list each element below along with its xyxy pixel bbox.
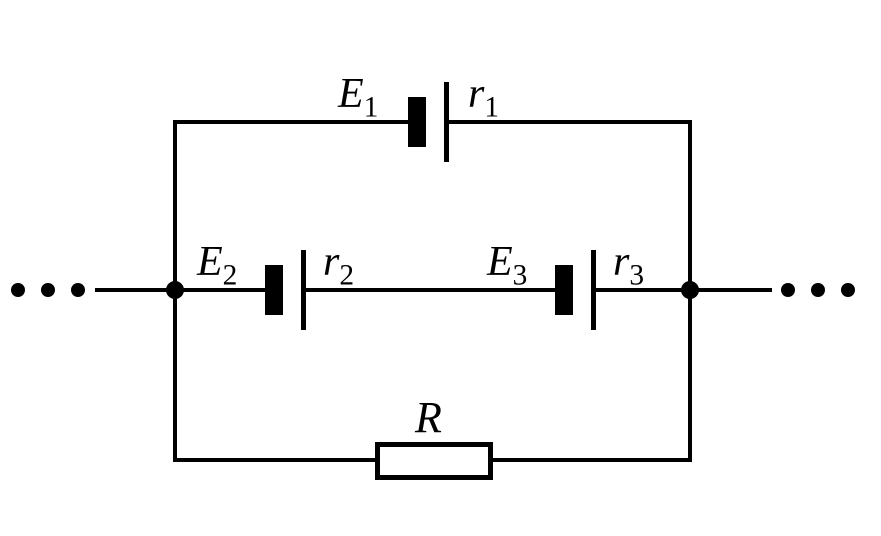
wire <box>173 120 177 292</box>
ellipsis-dot <box>71 283 85 297</box>
wire <box>173 288 177 462</box>
wire <box>490 458 692 462</box>
ellipsis-dot <box>11 283 25 297</box>
ellipsis-dot <box>811 283 825 297</box>
r3-label: r3 <box>613 238 644 292</box>
battery-plate-thick <box>265 265 283 315</box>
circuit-diagram: E1 r1 E2 r2 E3 r3 R <box>0 0 881 536</box>
ellipsis-dot <box>781 283 795 297</box>
wire <box>688 288 772 292</box>
battery-plate-thick <box>408 97 426 147</box>
ellipsis-dot <box>41 283 55 297</box>
wire <box>688 120 692 292</box>
resistor <box>375 442 493 480</box>
battery-plate-thin <box>444 82 449 162</box>
resistor-label: R <box>415 392 442 443</box>
emf3-label: E3 <box>487 238 527 292</box>
emf2-label: E2 <box>197 238 237 292</box>
r1-label: r1 <box>468 70 499 124</box>
ellipsis-dot <box>841 283 855 297</box>
r2-label: r2 <box>323 238 354 292</box>
wire <box>688 288 692 462</box>
emf1-label: E1 <box>338 70 378 124</box>
wire <box>173 458 378 462</box>
battery-plate-thick <box>555 265 573 315</box>
